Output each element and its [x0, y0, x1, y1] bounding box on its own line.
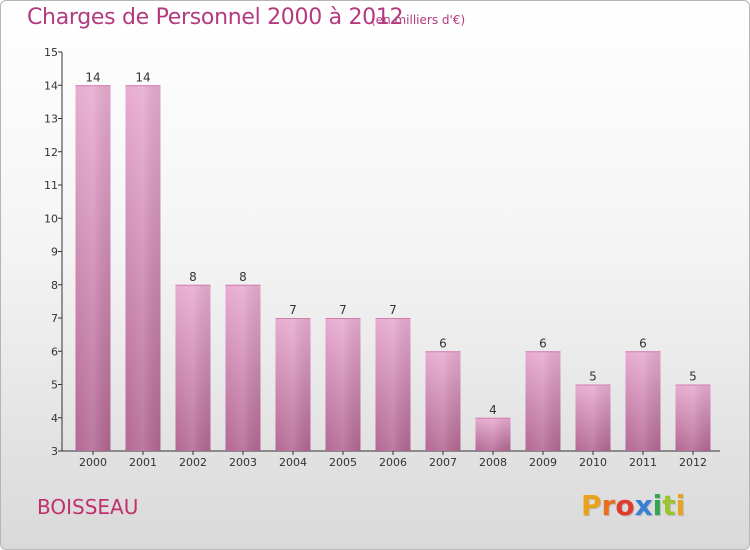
value-label: 7: [389, 303, 397, 317]
bar-sheen: [675, 384, 711, 451]
y-tick-label: 14: [44, 79, 58, 92]
x-tick-label: 2003: [229, 456, 257, 469]
value-label: 5: [689, 370, 697, 384]
logo-letter: r: [601, 489, 616, 522]
x-tick-label: 2008: [479, 456, 507, 469]
value-label: 14: [85, 70, 100, 84]
value-label: 5: [589, 370, 597, 384]
y-tick-label: 9: [51, 246, 58, 259]
bar-sheen: [625, 351, 661, 451]
bar-sheen: [75, 85, 111, 451]
logo-letter: i: [652, 489, 663, 522]
logo-letter: o: [615, 489, 635, 522]
x-tick-label: 2011: [629, 456, 657, 469]
x-tick-label: 2012: [679, 456, 707, 469]
value-label: 4: [489, 403, 497, 417]
x-tick-label: 2004: [279, 456, 307, 469]
logo-letter: i: [675, 489, 686, 522]
value-label: 7: [339, 303, 347, 317]
value-label: 6: [439, 336, 447, 350]
y-tick-label: 10: [44, 212, 58, 225]
bar-sheen: [325, 318, 361, 451]
bar-sheen: [475, 417, 511, 451]
y-tick-label: 8: [51, 279, 58, 292]
chart-subtitle: (en milliers d'€): [371, 13, 466, 27]
value-label: 8: [239, 270, 247, 284]
y-tick-label: 13: [44, 113, 58, 126]
bar-sheen: [275, 318, 311, 451]
logo-letter: x: [634, 489, 653, 522]
y-tick-label: 11: [44, 179, 58, 192]
x-tick-label: 2005: [329, 456, 357, 469]
x-tick-label: 2001: [129, 456, 157, 469]
bar-sheen: [175, 284, 211, 451]
y-tick-label: 4: [51, 412, 58, 425]
x-tick-label: 2002: [179, 456, 207, 469]
x-tick-label: 2010: [579, 456, 607, 469]
y-tick-label: 12: [44, 146, 58, 159]
y-tick-label: 6: [51, 345, 58, 358]
town-name: BOISSEAU: [37, 495, 139, 519]
x-tick-label: 2006: [379, 456, 407, 469]
value-label: 8: [189, 270, 197, 284]
logo-letter: t: [662, 489, 676, 522]
bar-sheen: [425, 351, 461, 451]
bar-sheen: [225, 284, 261, 451]
value-label: 7: [289, 303, 297, 317]
x-tick-label: 2009: [529, 456, 557, 469]
bars: [75, 85, 711, 451]
logo-letter: P: [581, 489, 602, 522]
bar-sheen: [375, 318, 411, 451]
chart-title: Charges de Personnel 2000 à 2012: [27, 5, 404, 30]
y-tick-label: 5: [51, 379, 58, 392]
bar-sheen: [125, 85, 161, 451]
bar-sheen: [525, 351, 561, 451]
value-label: 14: [135, 70, 150, 84]
bar-sheen: [575, 384, 611, 451]
value-label: 6: [539, 336, 547, 350]
proxiti-logo[interactable]: Proxiti: [581, 489, 685, 522]
x-tick-label: 2000: [79, 456, 107, 469]
value-label: 6: [639, 336, 647, 350]
y-tick-label: 7: [51, 312, 58, 325]
x-tick-label: 2007: [429, 456, 457, 469]
value-labels: 14 14 8 8 7 7 7 6 4 6 5 6 5: [85, 70, 696, 417]
y-tick-label: 3: [51, 445, 58, 458]
axes: 3 4 5 6 7 8 9 10 11 12 13 14 15 2000 2001 2002 2003 2004 2…: [44, 46, 720, 469]
y-tick-label: 15: [44, 46, 58, 59]
